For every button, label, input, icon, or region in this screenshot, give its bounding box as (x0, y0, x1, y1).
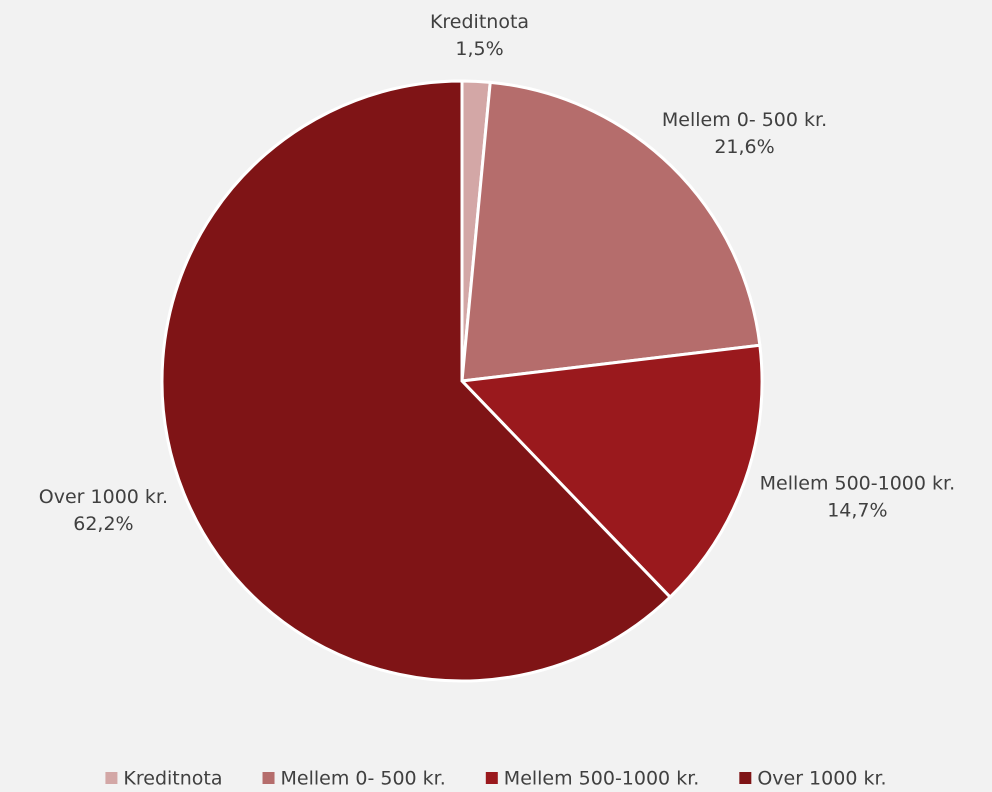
legend-swatch (262, 772, 275, 784)
data-label-value: 62,2% (73, 513, 133, 535)
data-label-value: 21,6% (714, 136, 774, 158)
data-label-value: 14,7% (827, 500, 887, 522)
pie-slice (460, 80, 762, 383)
legend-swatch (105, 772, 118, 784)
data-label-name: Over 1000 kr. (39, 486, 168, 508)
pie-slice (160, 79, 673, 683)
data-label-value: 1,5% (455, 38, 503, 60)
legend-swatch (485, 772, 498, 784)
legend-label: Mellem 0- 500 kr. (281, 768, 446, 790)
data-label-name: Mellem 500-1000 kr. (760, 473, 956, 495)
legend-label: Mellem 500-1000 kr. (504, 768, 700, 790)
legend-label: Kreditnota (123, 768, 222, 790)
legend-swatch (739, 772, 752, 784)
data-label-name: Mellem 0- 500 kr. (662, 109, 827, 131)
data-label-name: Kreditnota (430, 11, 529, 33)
pie-slice (458, 343, 764, 600)
legend-label: Over 1000 kr. (757, 768, 886, 790)
